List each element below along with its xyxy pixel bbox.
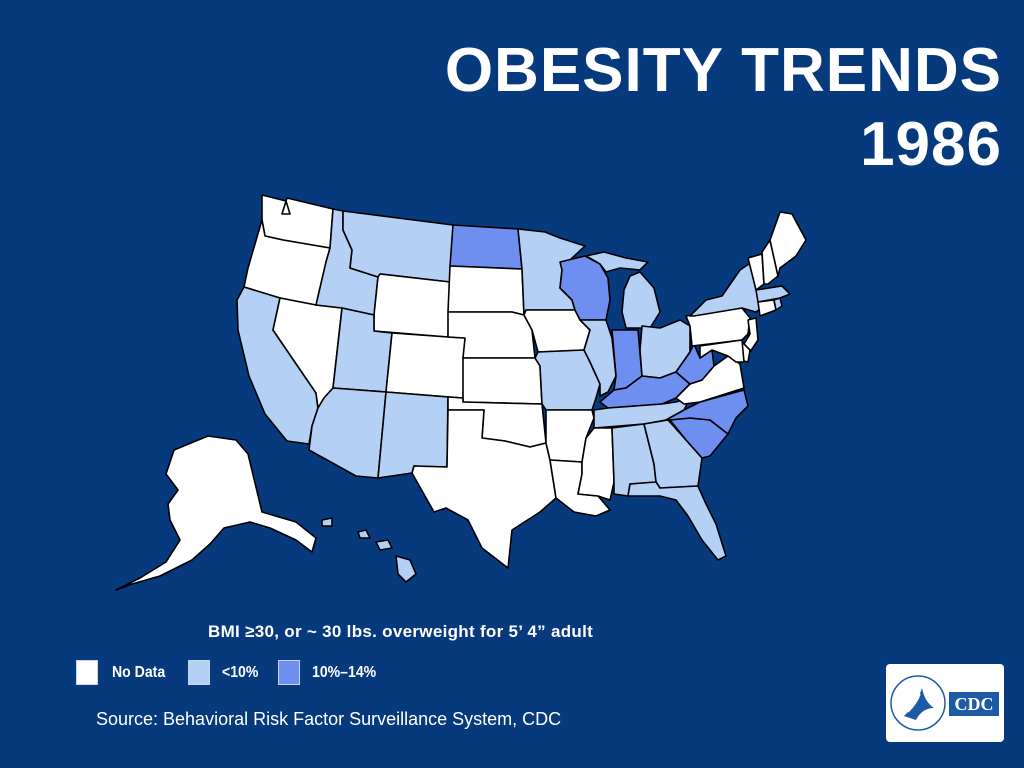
state-RI xyxy=(773,297,783,311)
slide-title: OBESITY TRENDS 1986 xyxy=(302,34,1002,182)
state-HI-3 xyxy=(375,539,393,551)
source-citation: Source: Behavioral Risk Factor Surveilla… xyxy=(96,709,562,729)
state-MA xyxy=(755,285,791,303)
hhs-eagle-icon xyxy=(890,675,946,731)
bmi-definition: BMI ≥30, or ~ 30 lbs. overweight for 5’ … xyxy=(208,622,594,641)
state-CO xyxy=(385,332,466,399)
legend-label-10-14: 10%–14% xyxy=(312,664,377,681)
legend-swatch-no-data xyxy=(76,660,98,685)
state-NM xyxy=(377,391,449,479)
title-line-1: OBESITY TRENDS xyxy=(444,36,1002,105)
state-MT xyxy=(342,210,454,283)
cdc-logo: CDC xyxy=(886,664,1004,742)
state-PA xyxy=(685,307,751,347)
cdc-logo-text: CDC xyxy=(949,692,999,716)
state-MS xyxy=(577,427,615,501)
state-MI-upper xyxy=(585,251,649,273)
state-FL xyxy=(627,481,727,561)
legend-label-under-10: <10% xyxy=(222,664,259,681)
title-line-2: 1986 xyxy=(860,110,1002,179)
state-NC xyxy=(665,389,749,435)
state-HI-1 xyxy=(321,517,333,527)
state-HI-4 xyxy=(395,555,417,583)
state-MI-lower xyxy=(621,271,661,329)
legend-swatch-10-14 xyxy=(278,660,300,685)
state-CT xyxy=(757,299,777,317)
legend-swatch-under-10 xyxy=(188,660,210,685)
state-MD xyxy=(699,339,745,363)
state-NH xyxy=(761,239,779,285)
state-HI-2 xyxy=(357,529,371,539)
state-AK xyxy=(115,435,317,591)
state-IL xyxy=(579,319,617,397)
state-TX xyxy=(411,409,557,569)
state-ND xyxy=(449,224,523,270)
state-WY xyxy=(373,273,451,338)
legend-label-no-data: No Data xyxy=(112,664,166,681)
state-ME xyxy=(769,211,807,277)
state-SD xyxy=(447,265,525,316)
state-KS xyxy=(462,357,543,405)
